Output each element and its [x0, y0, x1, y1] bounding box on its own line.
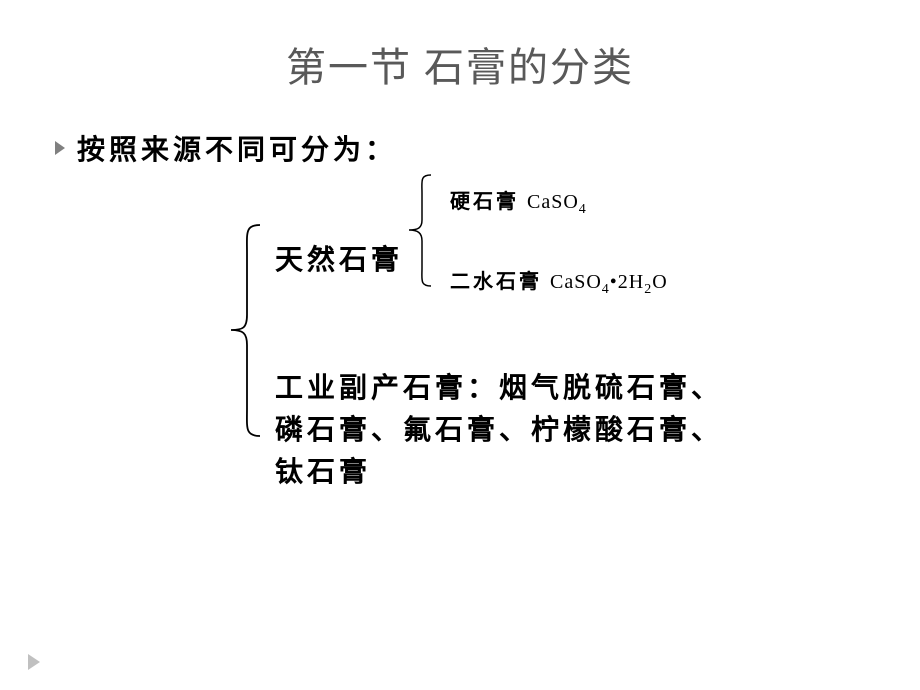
dihydrate-gypsum: 二水石膏 CaSO4•2H2O [450, 265, 668, 298]
industrial-line-2: 磷石膏、氟石膏、柠檬酸石膏、 [275, 410, 825, 452]
industrial-line-3: 钛石膏 [275, 452, 825, 494]
bullet-icon [55, 141, 65, 155]
classification-diagram: 天然石膏 硬石膏 CaSO4 二水石膏 CaSO4•2H2O 工业副产石膏：烟气… [225, 183, 920, 493]
main-brace [225, 223, 265, 438]
dihydrate-label: 二水石膏 [450, 271, 550, 293]
natural-gypsum-label: 天然石膏 [275, 238, 403, 278]
hard-gypsum-formula: CaSO4 [527, 191, 587, 213]
page-title: 第一节 石膏的分类 [0, 0, 920, 118]
small-brace [405, 173, 435, 288]
hard-gypsum-label: 硬石膏 [450, 191, 527, 213]
industrial-line-1: 工业副产石膏：烟气脱硫石膏、 [275, 368, 825, 410]
bullet-text: 按照来源不同可分为： [77, 128, 397, 168]
footer-arrow-icon [28, 654, 40, 670]
content-area: 按照来源不同可分为： 天然石膏 硬石膏 CaSO4 二水石膏 CaSO4•2H2… [0, 118, 920, 493]
industrial-gypsum: 工业副产石膏：烟气脱硫石膏、 磷石膏、氟石膏、柠檬酸石膏、 钛石膏 [275, 368, 825, 494]
dihydrate-formula: CaSO4•2H2O [550, 271, 668, 293]
hard-gypsum: 硬石膏 CaSO4 [450, 185, 587, 218]
bullet-row: 按照来源不同可分为： [55, 128, 920, 168]
